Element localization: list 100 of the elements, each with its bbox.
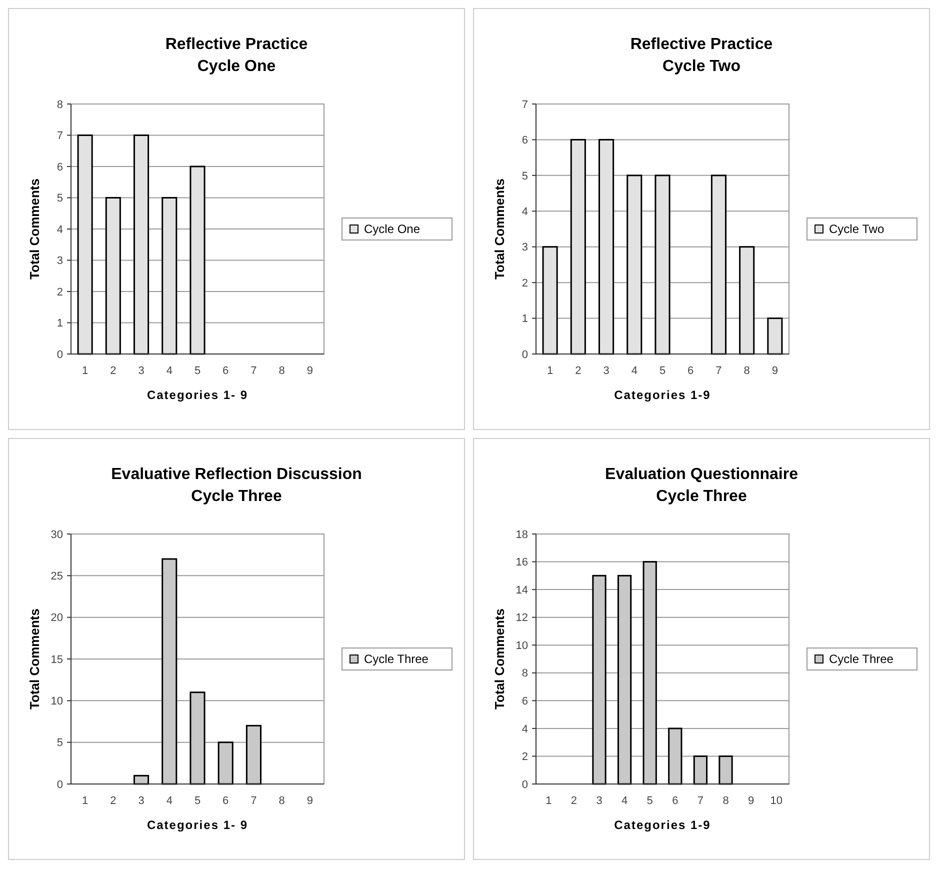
legend-label: Cycle One	[364, 222, 420, 236]
bar	[105, 197, 121, 355]
x-tick-label: 9	[306, 365, 314, 377]
chart-subtitle: Cycle One	[197, 58, 276, 75]
x-tick-label: 3	[138, 795, 144, 807]
legend-label: Cycle Three	[829, 652, 894, 666]
y-tick-label: 2	[522, 277, 528, 290]
y-tick-label: 4	[522, 206, 528, 218]
x-tick-label: 6	[222, 795, 229, 807]
y-tick-label: 25	[50, 570, 63, 583]
y-tick-label: 6	[522, 696, 528, 708]
x-tick-label: 4	[621, 795, 628, 807]
x-tick-label: 10	[770, 795, 782, 807]
x-tick-label: 2	[575, 365, 582, 377]
chart-subtitle: Cycle Two	[662, 58, 741, 75]
x-tick-label: 2	[570, 795, 578, 807]
y-tick-label: 5	[522, 170, 528, 182]
x-tick-label: 6	[672, 795, 678, 807]
x-tick-label: 3	[596, 795, 602, 807]
x-tick-label: 5	[194, 365, 201, 377]
bar	[654, 174, 670, 355]
x-tick-label: 5	[194, 795, 201, 807]
y-tick-label: 6	[56, 161, 63, 174]
y-tick-label: 6	[522, 134, 528, 147]
bar	[617, 574, 632, 785]
y-tick-label: 5	[56, 737, 63, 750]
y-tick-label: 4	[56, 224, 63, 236]
y-tick-label: 3	[522, 242, 528, 254]
y-tick-label: 3	[56, 255, 63, 268]
bar	[668, 728, 682, 785]
y-tick-label: 2	[56, 286, 63, 298]
x-tick-label: 4	[166, 795, 172, 807]
x-tick-label: 9	[748, 795, 754, 807]
y-tick-label: 0	[56, 348, 63, 361]
bar	[190, 692, 206, 785]
y-tick-label: 2	[522, 751, 528, 764]
y-tick-label: 18	[516, 528, 528, 541]
x-axis-title: Categories 1-9	[614, 818, 711, 832]
x-tick-label: 8	[278, 795, 285, 807]
y-tick-label: 10	[50, 696, 63, 708]
bar	[570, 138, 586, 355]
y-tick-label: 0	[522, 778, 528, 791]
y-tick-label: 1	[56, 318, 63, 330]
x-tick-label: 8	[744, 365, 750, 377]
x-tick-label: 8	[278, 365, 285, 377]
y-tick-label: 8	[522, 668, 528, 680]
y-tick-label: 4	[522, 723, 528, 736]
y-axis-title: Total Comments	[492, 178, 507, 280]
x-tick-label: 3	[603, 365, 610, 377]
chart-title: Evaluative Reflection Discussion	[111, 466, 362, 483]
bar	[162, 558, 178, 785]
chart-title: Reflective Practice	[630, 36, 773, 53]
bar	[134, 134, 150, 355]
chart-title: Reflective Practice	[165, 36, 308, 53]
bar	[77, 134, 93, 355]
y-tick-label: 0	[56, 778, 63, 791]
y-axis-title: Total Comments	[27, 608, 42, 710]
x-tick-label: 1	[82, 795, 88, 807]
y-tick-label: 0	[522, 348, 528, 361]
legend-label: Cycle Three	[364, 652, 429, 666]
y-tick-label: 16	[516, 556, 528, 569]
x-tick-label: 6	[688, 365, 694, 377]
x-tick-label: 1	[82, 365, 88, 377]
x-tick-label: 7	[697, 795, 704, 807]
x-tick-label: 2	[110, 795, 116, 807]
x-tick-label: 5	[659, 365, 666, 377]
y-tick-label: 20	[50, 612, 63, 624]
x-tick-label: 1	[546, 795, 552, 807]
x-axis-title: Categories 1- 9	[146, 818, 248, 832]
x-tick-label: 4	[166, 365, 172, 377]
x-tick-label: 1	[546, 365, 554, 377]
y-axis-title: Total Comments	[492, 608, 507, 710]
bar	[134, 774, 150, 785]
bar	[767, 318, 783, 355]
bar	[218, 742, 234, 785]
x-tick-label: 4	[631, 365, 638, 377]
x-tick-label: 3	[138, 365, 144, 377]
x-tick-label: 6	[222, 365, 229, 377]
y-tick-label: 10	[516, 640, 528, 652]
bar	[162, 197, 178, 355]
y-tick-label: 5	[56, 192, 63, 205]
bar	[642, 561, 657, 785]
bar	[190, 166, 206, 355]
y-tick-label: 30	[50, 528, 63, 541]
bar	[739, 246, 755, 355]
x-tick-label: 9	[772, 365, 778, 377]
chart-title: Evaluation Questionnaire	[605, 466, 798, 483]
bar	[592, 574, 606, 785]
bar	[693, 755, 708, 785]
y-axis-title: Total Comments	[27, 178, 42, 280]
x-tick-label: 2	[110, 365, 116, 377]
chart-subtitle: Cycle Three	[656, 488, 747, 505]
x-tick-label: 7	[716, 365, 722, 377]
y-tick-label: 12	[516, 612, 528, 624]
x-tick-label: 9	[306, 795, 314, 807]
x-tick-label: 7	[250, 795, 257, 807]
bar	[598, 138, 614, 355]
bar	[542, 246, 558, 355]
x-axis-title: Categories 1- 9	[146, 388, 248, 402]
y-tick-label: 15	[50, 654, 63, 666]
